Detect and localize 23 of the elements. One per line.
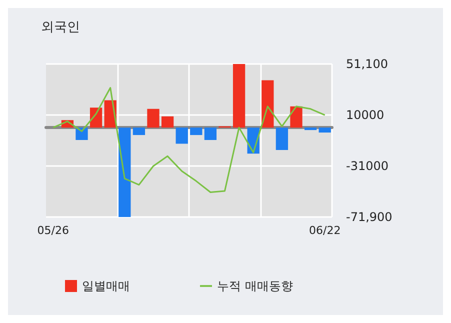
bar xyxy=(118,128,131,217)
x-tick-label: 06/22 xyxy=(309,224,341,237)
bar xyxy=(190,128,202,136)
legend-label: 일별매매 xyxy=(82,279,130,293)
chart-title: 외국인 xyxy=(41,20,80,35)
x-tick-label: 05/26 xyxy=(37,224,69,237)
y-tick-label: 10000 xyxy=(346,108,384,122)
legend-label: 누적 매매동향 xyxy=(217,279,293,293)
y-tick-label: -31000 xyxy=(346,159,389,174)
bar xyxy=(290,106,302,128)
bar xyxy=(318,128,331,133)
bar xyxy=(132,128,146,136)
bar xyxy=(147,108,160,128)
line-series xyxy=(52,87,326,193)
bar xyxy=(204,128,217,140)
bar xyxy=(176,128,188,144)
bar xyxy=(262,80,274,128)
bar xyxy=(304,128,317,130)
bar xyxy=(161,116,174,128)
y-tick-label: -71,900 xyxy=(346,210,392,224)
bar xyxy=(276,128,288,150)
bar xyxy=(232,64,246,128)
y-tick-label: 51,100 xyxy=(346,57,388,71)
